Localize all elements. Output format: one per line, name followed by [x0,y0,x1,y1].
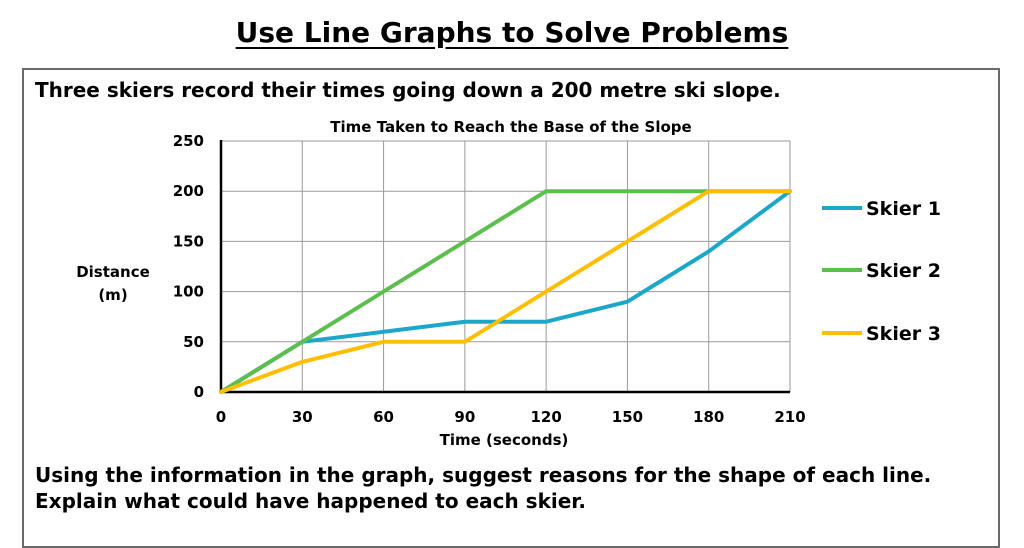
y-tick-label: 200 [173,182,204,200]
page-heading: Use Line Graphs to Solve Problems [235,16,789,49]
x-tick-label: 60 [373,408,394,426]
chart-tick-labels: 0 30 60 90 120 150 180 210 0 50 100 150 200 250 [173,132,806,426]
y-tick-label: 150 [173,232,204,250]
x-tick-label: 150 [612,408,643,426]
line-chart: 0 30 60 90 120 150 180 210 0 50 100 150 200 250 Skier… [76,118,941,449]
intro-text: Three skiers record their times going do… [35,78,781,102]
series-line-skier-2 [219,189,792,394]
question-text: Using the information in the graph, sugg… [35,463,932,513]
chart-grid [221,140,791,392]
x-tick-label: 120 [530,408,561,426]
x-tick-label: 90 [454,408,475,426]
legend-label: Skier 1 [866,198,941,220]
legend-label: Skier 3 [866,323,941,345]
x-tick-label: 30 [292,408,313,426]
x-tick-label: 0 [216,408,226,426]
chart-title: Time Taken to Reach the Base of the Slop… [330,118,691,136]
chart-series [219,189,792,394]
y-axis-label-line1: Distance [76,263,150,281]
y-axis-label-line2: (m) [98,286,127,304]
y-tick-label: 50 [183,333,204,351]
y-tick-label: 250 [173,132,204,150]
x-tick-label: 180 [693,408,724,426]
legend-label: Skier 2 [866,260,941,282]
x-tick-label: 210 [774,408,805,426]
y-tick-label: 0 [194,383,204,401]
y-tick-label: 100 [173,283,204,301]
chart-legend: Skier 1 Skier 2 Skier 3 [822,198,941,345]
x-axis-label: Time (seconds) [440,431,569,449]
series-line-skier-1 [219,189,792,394]
chart-axes [219,140,790,394]
series-line-skier-3 [219,189,792,394]
